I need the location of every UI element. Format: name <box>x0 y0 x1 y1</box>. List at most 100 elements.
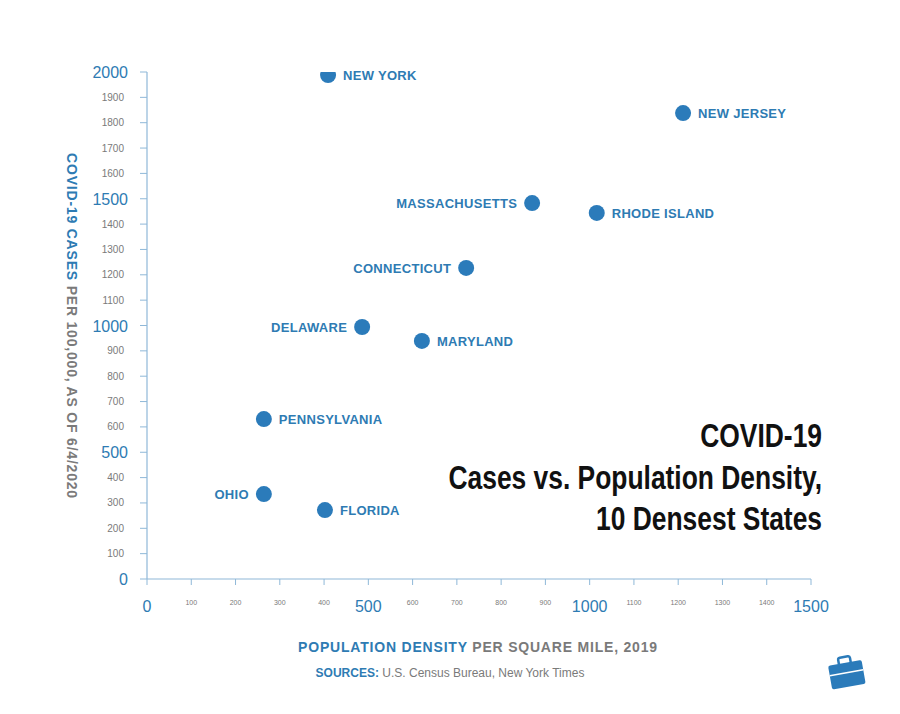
y-tick <box>140 300 147 301</box>
y-tick <box>140 224 147 225</box>
y-tick-label: 1100 <box>102 295 124 306</box>
y-tick <box>140 325 147 326</box>
chart-title: COVID-19 <box>700 417 822 453</box>
y-tick <box>140 97 147 98</box>
x-tick-label: 200 <box>230 599 242 606</box>
x-tick-label: 0 <box>143 598 152 615</box>
point <box>524 195 540 211</box>
point-label: FLORIDA <box>340 503 400 518</box>
x-axis <box>147 578 811 579</box>
y-tick <box>140 528 147 529</box>
x-tick-label: 400 <box>318 599 330 606</box>
y-tick-label: 1500 <box>92 191 128 208</box>
y-tick-label: 1000 <box>92 318 128 335</box>
source-note: SOURCES: U.S. Census Bureau, New York Ti… <box>316 666 585 680</box>
point-label: NEW YORK <box>343 68 417 83</box>
x-tick-label: 1500 <box>793 598 829 615</box>
y-tick-label: 600 <box>107 421 124 432</box>
point <box>256 411 272 427</box>
point <box>458 260 474 276</box>
y-tick-label: 1300 <box>102 244 125 255</box>
y-tick-label: 700 <box>107 396 124 407</box>
point <box>256 486 272 502</box>
points <box>256 72 691 518</box>
x-tick <box>191 579 192 585</box>
x-tick-label: 1200 <box>670 599 686 606</box>
x-tick <box>235 579 236 585</box>
point <box>675 105 691 121</box>
x-tick-label: 800 <box>495 599 507 606</box>
x-tick <box>633 579 634 585</box>
point <box>320 72 336 83</box>
logo-icon <box>827 654 866 689</box>
y-tick <box>140 477 147 478</box>
y-tick-label: 1900 <box>102 92 125 103</box>
point-label: RHODE ISLAND <box>612 206 715 221</box>
point-label: MASSACHUSETTS <box>396 196 517 211</box>
y-tick-label: 2000 <box>92 64 128 81</box>
logo-stripe <box>830 670 863 676</box>
y-tick <box>140 502 147 503</box>
point <box>589 205 605 221</box>
chart-title: 10 Densest States <box>596 500 822 536</box>
y-tick <box>140 249 147 250</box>
x-tick <box>412 579 413 585</box>
y-tick <box>140 579 147 580</box>
x-tick-label: 300 <box>274 599 286 606</box>
y-tick <box>140 452 147 453</box>
point-label: NEW JERSEY <box>698 106 786 121</box>
x-tick <box>324 579 325 585</box>
y-tick-label: 1400 <box>102 219 125 230</box>
y-tick-label: 800 <box>107 371 124 382</box>
y-axis-label: COVID-19 CASES PER 100,000, AS OF 6/4/20… <box>64 153 80 499</box>
x-tick-label: 600 <box>407 599 419 606</box>
x-tick-label: 1000 <box>572 598 608 615</box>
chart-title: Cases vs. Population Density, <box>448 459 822 495</box>
y-tick-label: 100 <box>107 548 124 559</box>
point <box>354 319 370 335</box>
logo-handle <box>838 656 851 666</box>
y-tick-label: 1700 <box>102 143 125 154</box>
x-tick-label: 500 <box>355 598 382 615</box>
point-label: DELAWARE <box>271 320 347 335</box>
x-tick-label: 1400 <box>759 599 775 606</box>
x-tick <box>147 579 148 585</box>
y-tick <box>140 173 147 174</box>
x-tick <box>368 579 369 585</box>
x-tick <box>678 579 679 585</box>
x-tick-label: 1100 <box>626 599 641 606</box>
x-tick <box>811 579 812 585</box>
point-label: OHIO <box>214 487 248 502</box>
y-tick <box>140 72 147 73</box>
chart: 0100200300400500600700800900100011001200… <box>0 0 900 714</box>
y-tick <box>140 122 147 123</box>
point-label: PENNSYLVANIA <box>279 412 383 427</box>
y-tick <box>140 376 147 377</box>
y-tick <box>140 350 147 351</box>
y-tick-label: 0 <box>119 571 128 588</box>
y-tick <box>140 198 147 199</box>
y-tick-label: 900 <box>107 345 124 356</box>
y-tick <box>140 148 147 149</box>
point <box>317 502 333 518</box>
point-label: CONNECTICUT <box>353 261 451 276</box>
y-tick-label: 300 <box>107 497 124 508</box>
x-tick <box>501 579 502 585</box>
y-tick-label: 1800 <box>102 117 125 128</box>
y-tick-label: 1600 <box>102 168 125 179</box>
x-tick <box>589 579 590 585</box>
y-tick <box>140 274 147 275</box>
point <box>414 333 430 349</box>
x-tick <box>722 579 723 585</box>
y-tick <box>140 553 147 554</box>
y-tick-label: 1200 <box>102 269 125 280</box>
y-tick-label: 400 <box>107 472 124 483</box>
y-tick-label: 500 <box>101 444 128 461</box>
x-tick-label: 100 <box>185 599 197 606</box>
x-axis-label: POPULATION DENSITY PER SQUARE MILE, 2019 <box>298 639 658 655</box>
y-tick <box>140 426 147 427</box>
y-tick <box>140 401 147 402</box>
x-tick <box>545 579 546 585</box>
x-tick-label: 1300 <box>715 599 731 606</box>
y-tick-label: 200 <box>107 523 124 534</box>
